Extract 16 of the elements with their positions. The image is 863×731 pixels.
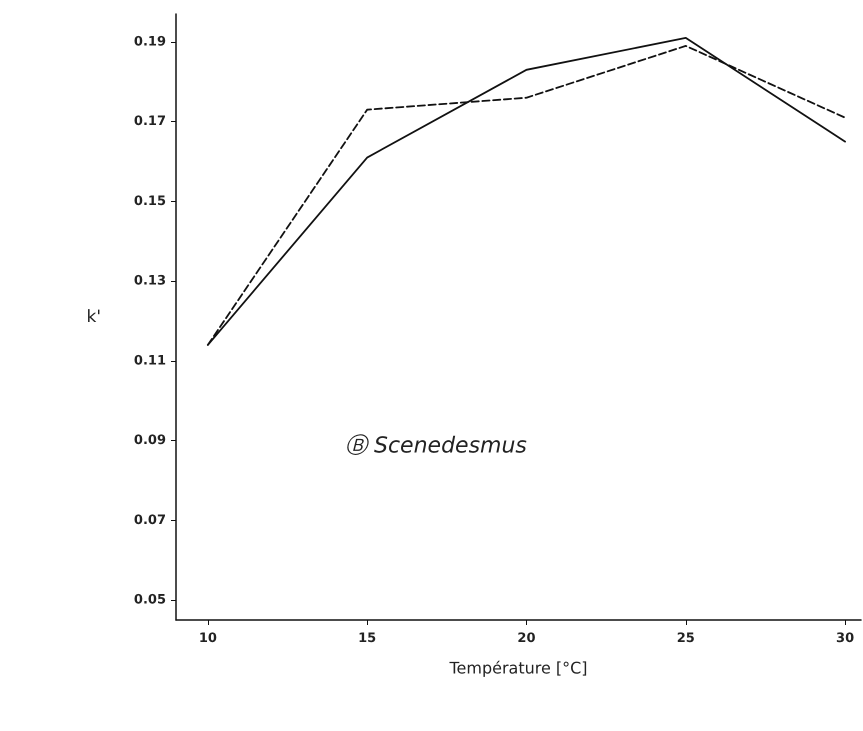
- annotation: Ⓑ Scenedesmus: [345, 434, 527, 458]
- y-tick-label: 0.15: [134, 194, 166, 209]
- y-tick-label: 0.05: [134, 592, 166, 608]
- x-axis-title: Température [°C]: [448, 658, 588, 678]
- x-tick-label: 30: [836, 631, 854, 646]
- x-tick-label: 20: [517, 631, 536, 646]
- y-tick-label: 0.13: [134, 274, 166, 289]
- x-tick-label: 25: [676, 631, 695, 646]
- x-tick-label: 15: [358, 631, 376, 646]
- y-tick-label: 0.07: [134, 512, 166, 528]
- y-tick-label: 0.17: [134, 114, 166, 130]
- y-axis-title: k': [86, 307, 101, 327]
- y-tick-label: 0.19: [134, 34, 166, 50]
- y-tick-label: 0.09: [134, 433, 166, 448]
- x-tick-label: 10: [198, 631, 217, 646]
- y-tick-label: 0.11: [134, 353, 166, 368]
